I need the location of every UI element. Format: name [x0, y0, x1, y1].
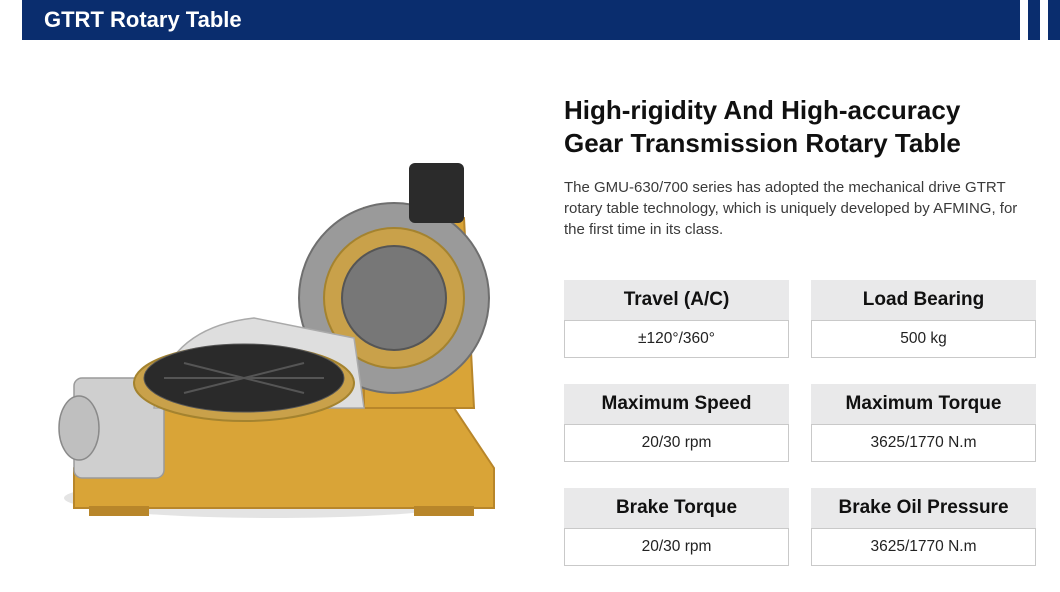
spec-head: Brake Torque [564, 488, 789, 528]
spec-value: 20/30 rpm [564, 424, 789, 462]
header-stripe-1 [1028, 0, 1040, 40]
spec-table: Travel (A/C) Load Bearing ±120°/360° 500… [564, 280, 1036, 592]
spec-value: 3625/1770 N.m [811, 528, 1036, 566]
header-stripe-2 [1048, 0, 1060, 40]
spec-head: Brake Oil Pressure [811, 488, 1036, 528]
illustration-panel [24, 88, 524, 548]
spec-row: Brake Torque Brake Oil Pressure 20/30 rp… [564, 488, 1036, 566]
spec-value: 500 kg [811, 320, 1036, 358]
spec-head: Travel (A/C) [564, 280, 789, 320]
spec-head: Maximum Torque [811, 384, 1036, 424]
subtitle-line-1: High-rigidity And High-accuracy [564, 95, 960, 125]
rotary-table-illustration [34, 108, 514, 528]
spec-row: Maximum Speed Maximum Torque 20/30 rpm 3… [564, 384, 1036, 462]
subtitle: High-rigidity And High-accuracy Gear Tra… [564, 94, 1036, 159]
text-panel: High-rigidity And High-accuracy Gear Tra… [564, 88, 1036, 592]
description-text: The GMU-630/700 series has adopted the m… [564, 177, 1024, 240]
spec-value: 20/30 rpm [564, 528, 789, 566]
spec-value: ±120°/360° [564, 320, 789, 358]
spec-head: Maximum Speed [564, 384, 789, 424]
spec-row: Travel (A/C) Load Bearing ±120°/360° 500… [564, 280, 1036, 358]
content-area: High-rigidity And High-accuracy Gear Tra… [0, 40, 1060, 592]
header-bar: GTRT Rotary Table [22, 0, 1060, 40]
spec-head: Load Bearing [811, 280, 1036, 320]
page-title: GTRT Rotary Table [22, 0, 1020, 40]
spec-value: 3625/1770 N.m [811, 424, 1036, 462]
subtitle-line-2: Gear Transmission Rotary Table [564, 128, 961, 158]
